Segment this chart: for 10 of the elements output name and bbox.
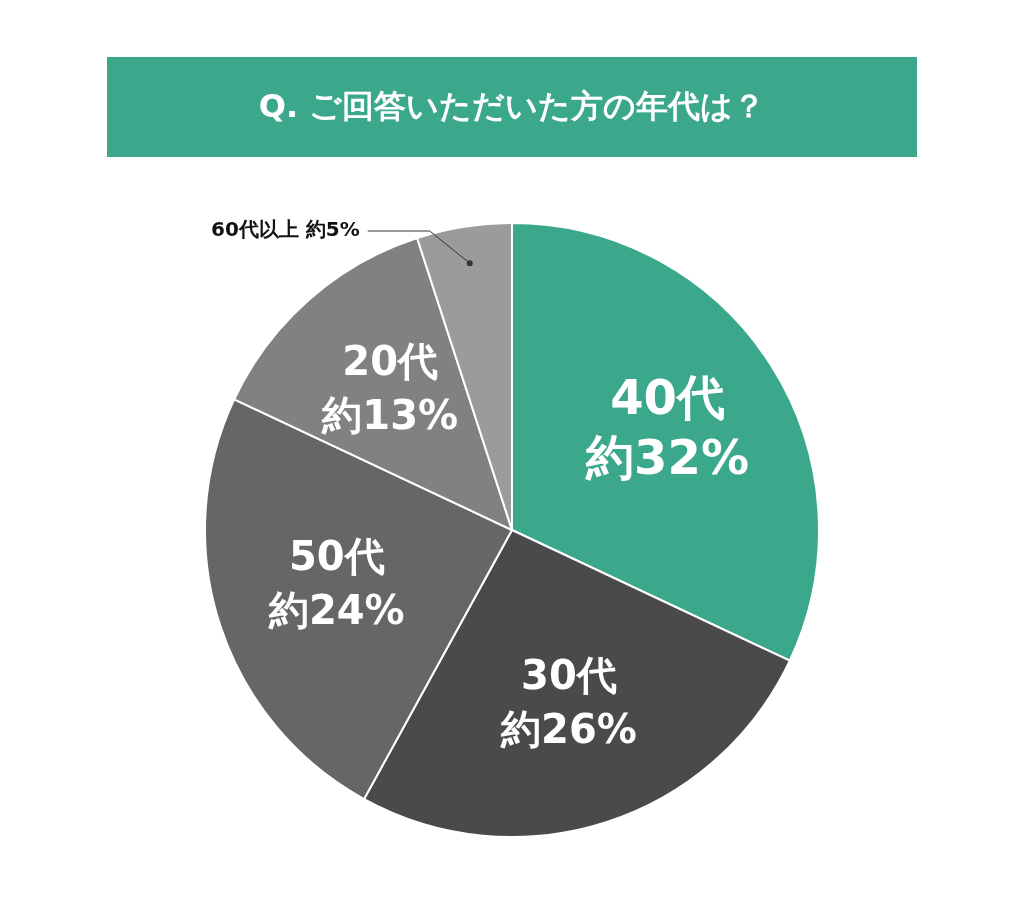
chart-title: Q. ご回答いただいた方の年代は？: [107, 57, 917, 157]
data-label: 約24%: [267, 587, 405, 634]
slice-label: 50代: [288, 533, 385, 580]
slice-label: 30代: [521, 651, 617, 698]
slice-label: 60代以上 約5%: [210, 217, 360, 242]
data-label: 約13%: [321, 392, 459, 439]
data-label: 約32%: [585, 428, 749, 485]
slice-label: 40代: [610, 368, 725, 425]
slice-label: 20代: [342, 338, 439, 385]
data-label: 約26%: [500, 705, 637, 752]
